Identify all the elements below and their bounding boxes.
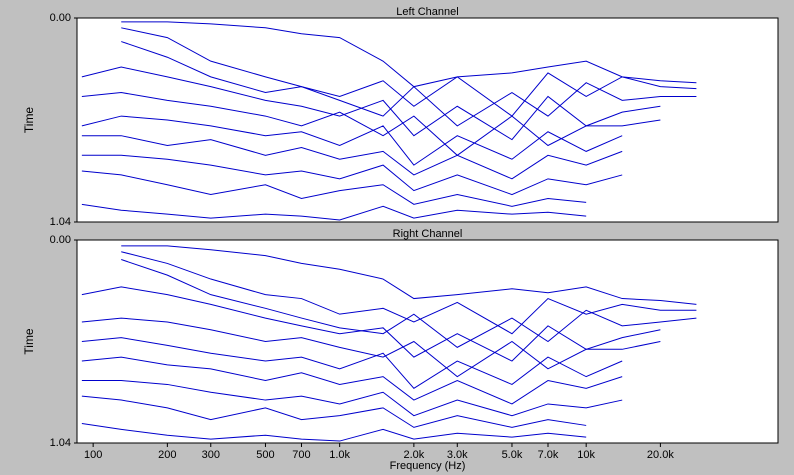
panel-title: Right Channel	[393, 228, 463, 240]
title-bar	[77, 4, 778, 18]
y-axis-label: Time	[22, 107, 36, 134]
trace-line	[81, 317, 661, 378]
x-tick-label: 200	[158, 449, 176, 461]
trace-line	[81, 395, 587, 428]
y-tick-label: 0.00	[50, 12, 71, 24]
trace-line	[81, 92, 661, 156]
trace-line	[81, 66, 661, 141]
title-bar	[77, 226, 778, 240]
y-tick-label: 1.04	[50, 216, 71, 228]
x-tick-label: 100	[84, 449, 102, 461]
x-tick-label: 1.0k	[329, 449, 350, 461]
panel-title: Left Channel	[396, 6, 458, 18]
plot-area	[76, 239, 779, 444]
x-tick-label: 10k	[577, 449, 595, 461]
x-tick-label: 700	[292, 449, 310, 461]
y-tick-label: 1.04	[50, 437, 71, 449]
trace-line	[81, 135, 623, 180]
trace-line	[121, 245, 697, 305]
plot-area	[76, 17, 779, 223]
x-axis-label: Frequency (Hz)	[390, 460, 466, 472]
trace-line	[81, 286, 661, 362]
x-tick-label: 300	[202, 449, 220, 461]
trace-line	[81, 356, 623, 405]
trace-line	[121, 259, 697, 348]
trace-line	[81, 337, 623, 389]
x-tick-label: 7.0k	[538, 449, 559, 461]
trace-line	[81, 422, 587, 442]
trace-line	[121, 27, 697, 117]
x-tick-label: 2.0k	[403, 449, 424, 461]
trace-line	[81, 154, 623, 196]
y-tick-label: 0.00	[50, 234, 71, 246]
trace-line	[81, 170, 587, 207]
y-axis-label: Time	[22, 328, 36, 355]
trace-line	[81, 203, 587, 221]
x-tick-label: 20.0k	[647, 449, 674, 461]
trace-line	[81, 380, 623, 417]
trace-line	[121, 41, 697, 127]
trace-line	[121, 251, 697, 335]
trace-line	[81, 115, 623, 166]
x-tick-label: 500	[256, 449, 274, 461]
x-tick-label: 5.0k	[502, 449, 523, 461]
x-tick-label: 3.0k	[447, 449, 468, 461]
